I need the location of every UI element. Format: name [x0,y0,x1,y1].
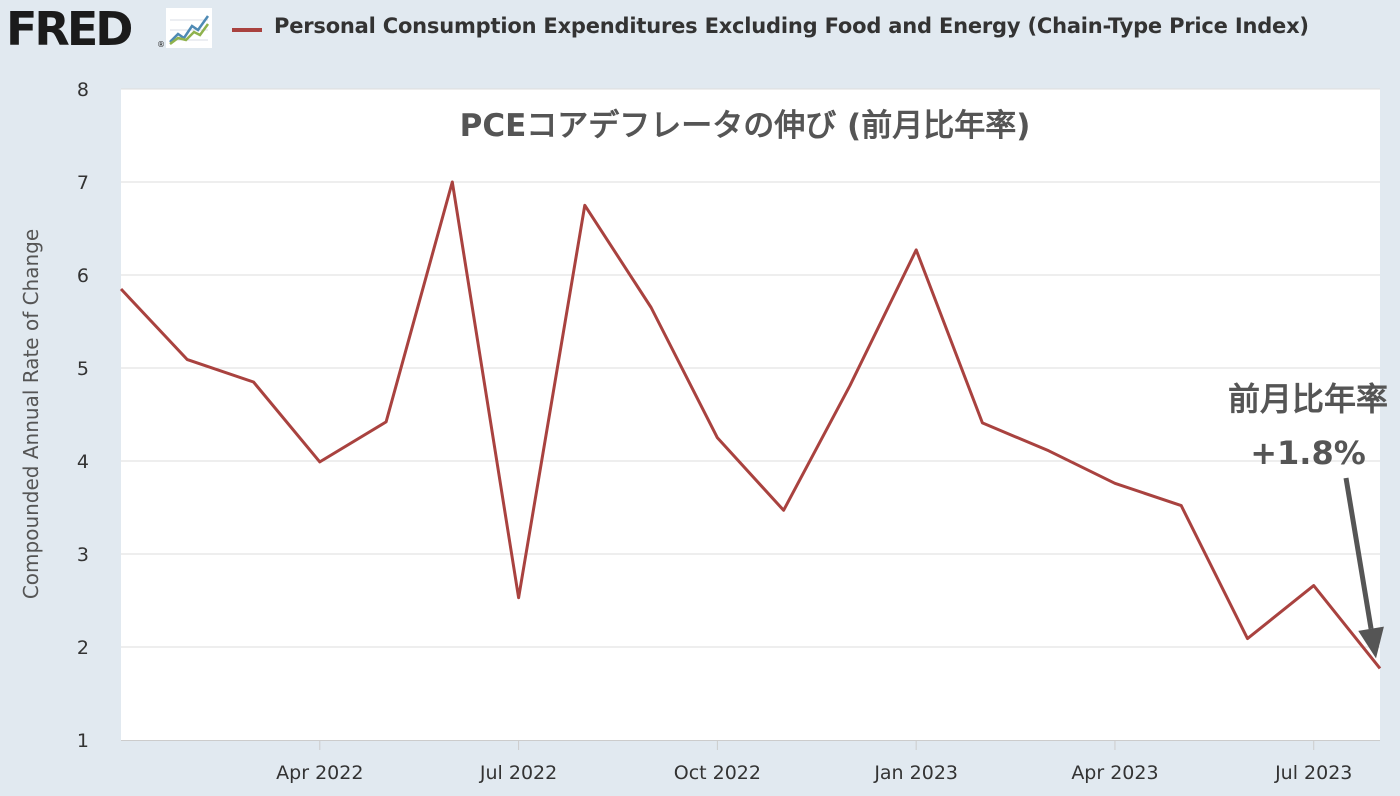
annotation-arrow-head [1358,626,1384,659]
y-tick-label: 7 [77,172,89,194]
x-tick-label: Jul 2023 [1274,762,1352,784]
y-tick-label: 2 [77,637,89,659]
series-group [119,180,1382,670]
y-tick-label: 5 [77,358,89,380]
legend-swatch [232,28,262,32]
x-tick-label: Apr 2022 [276,762,363,784]
x-tick-label: Jul 2022 [479,762,557,784]
annotation-line1: 前月比年率 [1228,380,1388,418]
legend-label[interactable]: Personal Consumption Expenditures Exclud… [274,14,1309,38]
x-tick-label: Apr 2023 [1071,762,1158,784]
annotation-arrow [1343,477,1384,659]
x-tick-label: Jan 2023 [873,762,958,784]
y-tick-label: 1 [77,730,89,752]
y-tick-label: 8 [77,79,89,101]
plot-area [121,89,1380,740]
y-axis-ticks: 1 2 3 4 5 6 7 8 [77,79,89,752]
x-axis-ticks: Apr 2022 Jul 2022 Oct 2022 Jan 2023 Apr 2023… [276,740,1352,784]
x-tick-label: Oct 2022 [674,762,761,784]
y-tick-label: 6 [77,265,89,287]
y-axis-title: Compounded Annual Rate of Change [19,229,43,599]
annotation-line2: +1.8% [1250,434,1366,472]
grid-lines [121,88,1380,648]
fred-graph-icon [166,8,212,48]
series-line [119,180,1382,670]
fred-registered-mark: ® [157,40,165,49]
y-tick-label: 3 [77,544,89,566]
fred-logo: FRED [6,2,133,56]
chart-title: PCEコアデフレータの伸び (前月比年率) [460,108,1031,144]
y-tick-label: 4 [77,451,89,473]
annotation-arrow-shaft [1343,477,1374,630]
